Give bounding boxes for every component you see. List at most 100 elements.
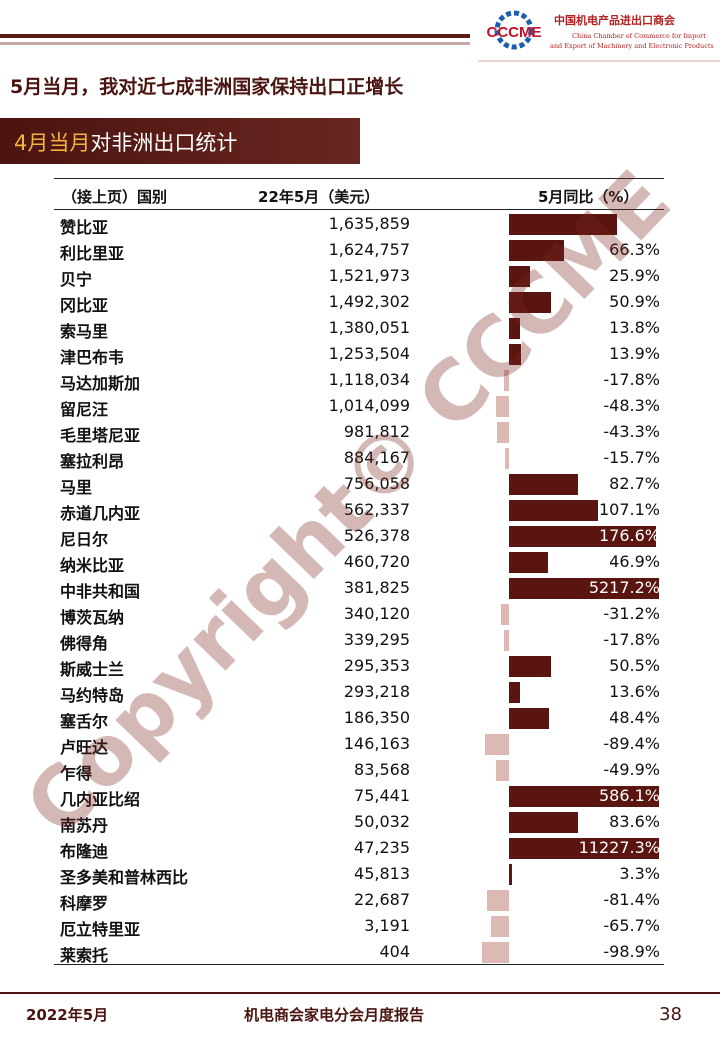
column-header-value: 22年5月（美元） bbox=[258, 188, 380, 206]
yoy-bar bbox=[509, 656, 551, 677]
yoy-bar bbox=[509, 838, 659, 859]
yoy-percent: -17.8% bbox=[603, 370, 660, 389]
yoy-bar bbox=[509, 552, 548, 573]
table-row: 厄立特里亚 3,191 -65.7% bbox=[54, 913, 664, 939]
yoy-bar bbox=[509, 578, 659, 599]
table-row: 津巴布韦 1,253,504 13.9% bbox=[54, 341, 664, 367]
table-row: 斯威士兰 295,353 50.5% bbox=[54, 653, 664, 679]
export-value: 756,058 bbox=[343, 474, 410, 493]
country-name: 尼日尔 bbox=[60, 530, 109, 549]
yoy-bar bbox=[495, 396, 509, 417]
export-value: 981,812 bbox=[343, 422, 410, 441]
yoy-percent: -43.3% bbox=[603, 422, 660, 441]
yoy-percent: 13.9% bbox=[609, 344, 660, 363]
yoy-bar bbox=[509, 708, 550, 729]
yoy-percent: 48.4% bbox=[609, 708, 660, 727]
export-value: 45,813 bbox=[354, 864, 410, 883]
page-number: 38 bbox=[659, 1004, 682, 1025]
yoy-bar bbox=[509, 526, 656, 547]
table-top-rule bbox=[54, 178, 664, 179]
export-value: 526,378 bbox=[343, 526, 410, 545]
country-name: 纳米比亚 bbox=[60, 556, 125, 575]
table-row: 马约特岛 293,218 13.6% bbox=[54, 679, 664, 705]
table-row: 利比里亚 1,624,757 66.3% bbox=[54, 237, 664, 263]
country-name: 马达加斯加 bbox=[60, 374, 141, 393]
country-name: 斯威士兰 bbox=[60, 660, 125, 679]
export-value: 83,568 bbox=[354, 760, 410, 779]
header-band bbox=[0, 34, 470, 50]
export-value: 1,492,302 bbox=[328, 292, 410, 311]
export-value: 1,014,099 bbox=[328, 396, 410, 415]
header-band-line bbox=[0, 34, 470, 38]
yoy-percent: -49.9% bbox=[603, 760, 660, 779]
country-name: 中非共和国 bbox=[60, 582, 141, 601]
yoy-percent: 50.9% bbox=[609, 292, 660, 311]
column-header-country: （接上页）国别 bbox=[62, 188, 168, 206]
logo-wordmark: CCCME bbox=[487, 24, 542, 41]
header-band-line-light bbox=[0, 42, 470, 45]
country-name: 冈比亚 bbox=[60, 296, 109, 315]
yoy-bar bbox=[500, 604, 509, 625]
table-row: 乍得 83,568 -49.9% bbox=[54, 757, 664, 783]
yoy-percent: 83.6% bbox=[609, 812, 660, 831]
export-value: 295,353 bbox=[343, 656, 410, 675]
table-row: 卢旺达 146,163 -89.4% bbox=[54, 731, 664, 757]
yoy-percent: 3.3% bbox=[619, 864, 660, 883]
country-name: 南苏丹 bbox=[60, 816, 109, 835]
country-name: 赞比亚 bbox=[60, 218, 109, 237]
table-row: 莱索托 404 -98.9% bbox=[54, 939, 664, 965]
country-name: 索马里 bbox=[60, 322, 109, 341]
yoy-bar bbox=[509, 292, 552, 313]
yoy-bar bbox=[482, 942, 509, 963]
export-value: 22,687 bbox=[354, 890, 410, 909]
country-name: 毛里塔尼亚 bbox=[60, 426, 141, 445]
yoy-bar bbox=[495, 760, 509, 781]
yoy-percent: -98.9% bbox=[603, 942, 660, 961]
export-value: 562,337 bbox=[343, 500, 410, 519]
yoy-percent: 82.7% bbox=[609, 474, 660, 493]
country-name: 塞舌尔 bbox=[60, 712, 109, 731]
yoy-bar bbox=[509, 344, 521, 365]
export-value: 339,295 bbox=[343, 630, 410, 649]
yoy-percent: -81.4% bbox=[603, 890, 660, 909]
table-row: 几内亚比绍 75,441 586.1% bbox=[54, 783, 664, 809]
yoy-bar bbox=[509, 318, 521, 339]
country-name: 马里 bbox=[60, 478, 93, 497]
export-value: 75,441 bbox=[354, 786, 410, 805]
yoy-percent: 586.1% bbox=[598, 786, 660, 805]
country-name: 留尼汪 bbox=[60, 400, 109, 419]
org-name-cn: 中国机电产品进出口商会 bbox=[554, 14, 675, 27]
yoy-bar bbox=[509, 266, 531, 287]
yoy-percent: 13.8% bbox=[609, 318, 660, 337]
yoy-bar bbox=[509, 500, 598, 521]
yoy-bar bbox=[509, 786, 659, 807]
org-logo: CCCME 中国机电产品进出口商会 China Chamber of Comme… bbox=[478, 4, 720, 62]
yoy-bar bbox=[504, 630, 509, 651]
yoy-percent: 11227.3% bbox=[578, 838, 660, 857]
country-name: 马约特岛 bbox=[60, 686, 125, 705]
table-row: 中非共和国 381,825 5217.2% bbox=[54, 575, 664, 601]
country-name: 乍得 bbox=[60, 764, 93, 783]
section-title-highlight: 4月当月 bbox=[14, 131, 91, 155]
export-value: 1,624,757 bbox=[328, 240, 410, 259]
table-row: 马里 756,058 82.7% bbox=[54, 471, 664, 497]
yoy-percent: 130 bbox=[629, 214, 660, 233]
table-row: 南苏丹 50,032 83.6% bbox=[54, 809, 664, 835]
footer-date: 2022年5月 bbox=[26, 1006, 109, 1024]
footer-rule bbox=[0, 992, 720, 994]
country-name: 卢旺达 bbox=[60, 738, 109, 757]
yoy-bar bbox=[504, 370, 509, 391]
table-row: 佛得角 339,295 -17.8% bbox=[54, 627, 664, 653]
page-headline: 5月当月，我对近七成非洲国家保持出口正增长 bbox=[10, 76, 404, 98]
export-value: 381,825 bbox=[343, 578, 410, 597]
export-value: 3,191 bbox=[364, 916, 410, 935]
table-row: 圣多美和普林西比 45,813 3.3% bbox=[54, 861, 664, 887]
yoy-bar bbox=[509, 240, 565, 261]
country-name: 津巴布韦 bbox=[60, 348, 125, 367]
table-row: 科摩罗 22,687 -81.4% bbox=[54, 887, 664, 913]
table-row: 布隆迪 47,235 11227.3% bbox=[54, 835, 664, 861]
yoy-percent: 25.9% bbox=[609, 266, 660, 285]
yoy-percent: 107.1% bbox=[598, 500, 660, 519]
yoy-bar bbox=[509, 864, 512, 885]
yoy-percent: -15.7% bbox=[603, 448, 660, 467]
